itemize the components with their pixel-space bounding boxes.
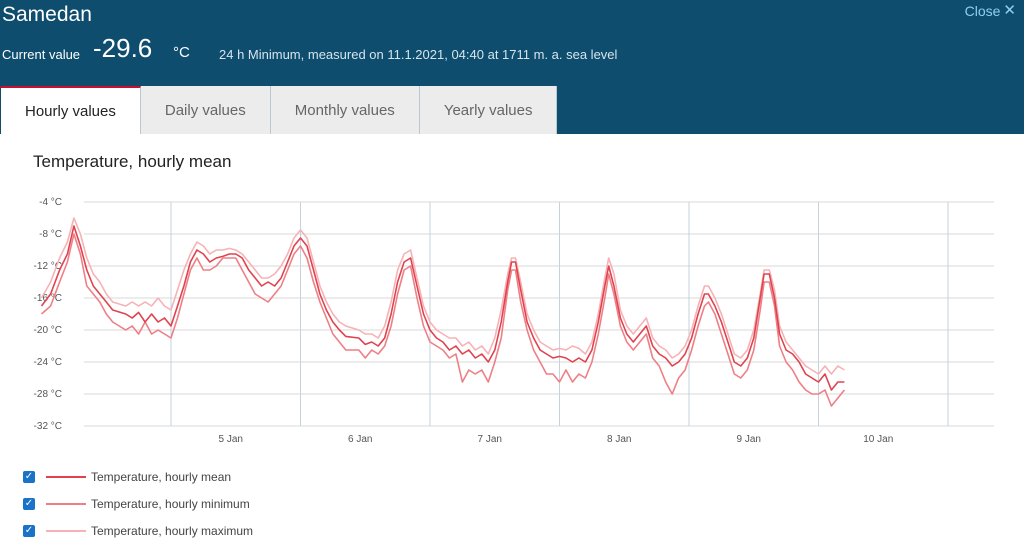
y-tick-label: -32 °C <box>34 421 62 432</box>
tab-yearly-values[interactable]: Yearly values <box>419 86 558 134</box>
station-header: Samedan Close ✕ Current value -29.6 °C 2… <box>0 0 1024 134</box>
checkbox-icon[interactable]: ✓ <box>23 470 35 483</box>
legend-label-maximum: Temperature, hourly maximum <box>91 523 254 538</box>
close-label: Close <box>964 3 1001 19</box>
legend-item-mean[interactable]: ✓ Temperature, hourly mean <box>23 463 253 490</box>
tab-monthly-values[interactable]: Monthly values <box>270 86 420 134</box>
legend-label-mean: Temperature, hourly mean <box>91 469 232 484</box>
chart-title: Temperature, hourly mean <box>33 152 232 171</box>
chart-legend: ✓ Temperature, hourly mean ✓ Temperature… <box>23 463 253 544</box>
x-tick-label: 7 Jan <box>478 434 502 445</box>
x-tick-label: 5 Jan <box>219 434 243 445</box>
current-value-description: 24 h Minimum, measured on 11.1.2021, 04:… <box>219 47 618 62</box>
current-value: -29.6 <box>93 33 153 63</box>
checkbox-icon[interactable]: ✓ <box>23 524 35 537</box>
tab-daily-values[interactable]: Daily values <box>140 86 271 134</box>
legend-line-mean <box>46 475 86 478</box>
series-line-minimum <box>40 233 846 407</box>
current-value-label: Current value <box>2 47 81 62</box>
y-tick-label: -12 °C <box>34 261 62 272</box>
x-tick-label: 10 Jan <box>863 434 893 445</box>
series-line-mean <box>40 225 845 391</box>
tab-bar: Hourly values Daily values Monthly value… <box>0 86 558 134</box>
close-button[interactable]: Close ✕ <box>965 3 1016 19</box>
y-tick-label: -4 °C <box>39 197 62 208</box>
temperature-chart: -4 °C-8 °C-12 °C-16 °C-20 °C-24 °C-28 °C… <box>34 197 994 445</box>
close-icon: ✕ <box>1003 2 1016 19</box>
legend-label-minimum: Temperature, hourly minimum <box>91 496 250 511</box>
legend-item-maximum[interactable]: ✓ Temperature, hourly maximum <box>23 517 253 544</box>
y-tick-label: -28 °C <box>34 389 62 400</box>
x-tick-label: 9 Jan <box>737 434 761 445</box>
y-tick-label: -24 °C <box>34 357 62 368</box>
y-tick-label: -8 °C <box>39 229 62 240</box>
legend-line-maximum <box>46 529 86 532</box>
station-name: Samedan <box>2 3 92 26</box>
checkbox-icon[interactable]: ✓ <box>23 497 35 510</box>
series-line-maximum <box>40 217 845 375</box>
tab-hourly-values[interactable]: Hourly values <box>0 86 141 134</box>
x-tick-label: 8 Jan <box>607 434 631 445</box>
current-value-unit: °C <box>173 44 190 61</box>
y-tick-label: -20 °C <box>34 325 62 336</box>
legend-line-minimum <box>46 502 86 505</box>
x-tick-label: 6 Jan <box>348 434 372 445</box>
legend-item-minimum[interactable]: ✓ Temperature, hourly minimum <box>23 490 253 517</box>
